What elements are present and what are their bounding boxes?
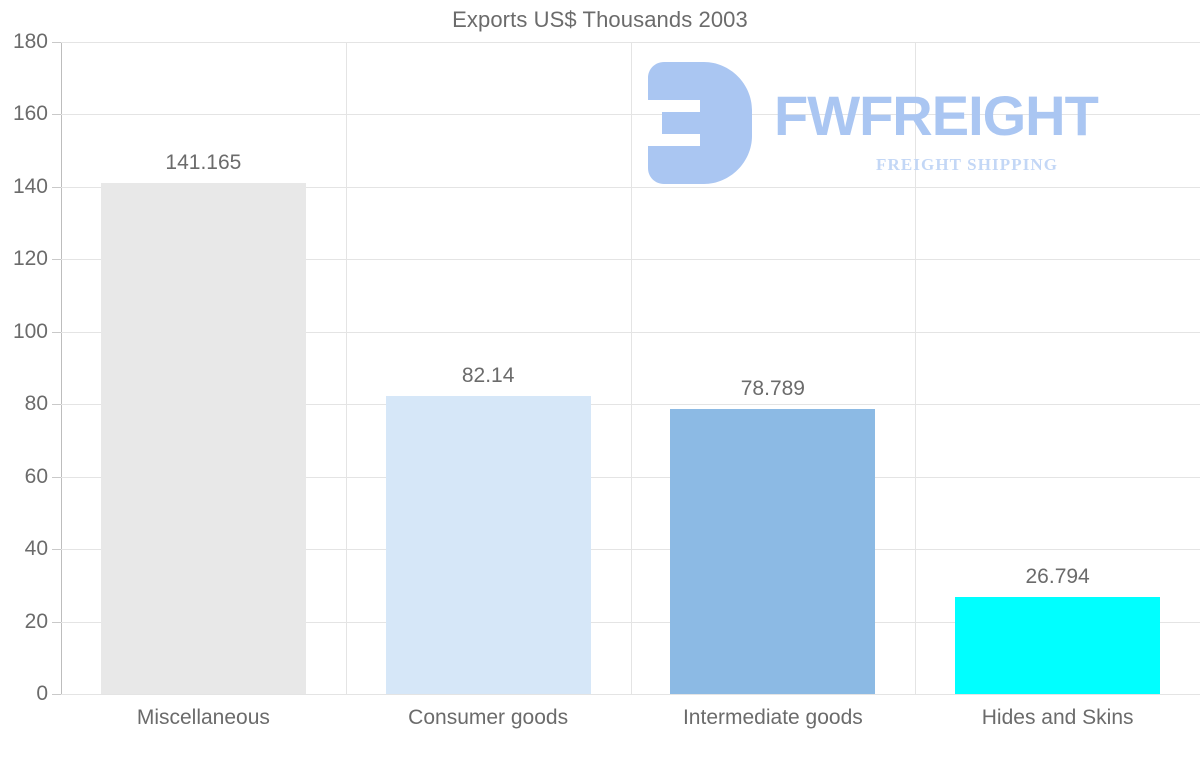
plot-area [61, 42, 1200, 695]
y-axis-tick-mark [52, 186, 61, 188]
bar[interactable] [385, 396, 591, 694]
x-axis-category-label: Consumer goods [408, 706, 569, 729]
y-axis-line [61, 42, 62, 695]
gridline-horizontal [61, 259, 1200, 261]
bar-value-label: 82.14 [461, 364, 515, 388]
gridline-horizontal [61, 404, 1200, 406]
gridline-vertical [631, 42, 632, 694]
gridline-vertical [915, 42, 916, 694]
gridline-vertical [346, 42, 347, 694]
x-axis-category-label: Intermediate goods [682, 706, 863, 729]
bar-value-label: 78.789 [740, 376, 805, 400]
y-axis-tick-mark [52, 694, 61, 695]
gridline-horizontal [61, 42, 1200, 43]
y-axis-tick-label: 60 [24, 464, 48, 488]
y-axis-tick-mark [52, 331, 61, 333]
gridline-horizontal [61, 476, 1200, 478]
bar-value-label: 26.794 [1025, 564, 1090, 588]
y-axis-tick-mark [52, 621, 61, 623]
y-axis-tick-label: 160 [12, 102, 48, 126]
y-axis-tick-mark [52, 259, 61, 261]
y-axis-tick-label: 80 [24, 392, 48, 416]
y-axis-tick-mark [52, 549, 61, 551]
y-axis-tick-label: 180 [12, 30, 48, 53]
chart-title: Exports US$ Thousands 2003 [452, 7, 748, 32]
gridline-horizontal [61, 549, 1200, 551]
gridline-horizontal [61, 694, 1200, 695]
bar-value-label: 141.165 [165, 150, 242, 174]
y-axis-tick-label: 20 [24, 609, 48, 633]
y-axis-tick-mark [52, 404, 61, 406]
y-axis-tick-mark [52, 476, 61, 478]
gridline-horizontal [61, 621, 1200, 623]
gridline-horizontal [61, 331, 1200, 333]
y-axis-tick-label: 120 [12, 247, 48, 271]
bar[interactable] [100, 182, 306, 694]
y-axis-tick-label: 40 [24, 537, 48, 561]
bar[interactable] [955, 596, 1161, 694]
bar[interactable] [670, 408, 876, 694]
y-axis-tick-label: 100 [12, 319, 48, 343]
x-axis-category-label: Miscellaneous [136, 706, 270, 729]
y-axis-tick-label: 0 [36, 682, 48, 705]
y-axis-tick-label: 140 [12, 174, 48, 198]
y-axis-tick-mark [52, 42, 61, 43]
x-axis-category-label: Hides and Skins [981, 706, 1134, 729]
gridline-horizontal [61, 114, 1200, 116]
y-axis-tick-mark [52, 114, 61, 116]
gridline-horizontal [61, 186, 1200, 188]
